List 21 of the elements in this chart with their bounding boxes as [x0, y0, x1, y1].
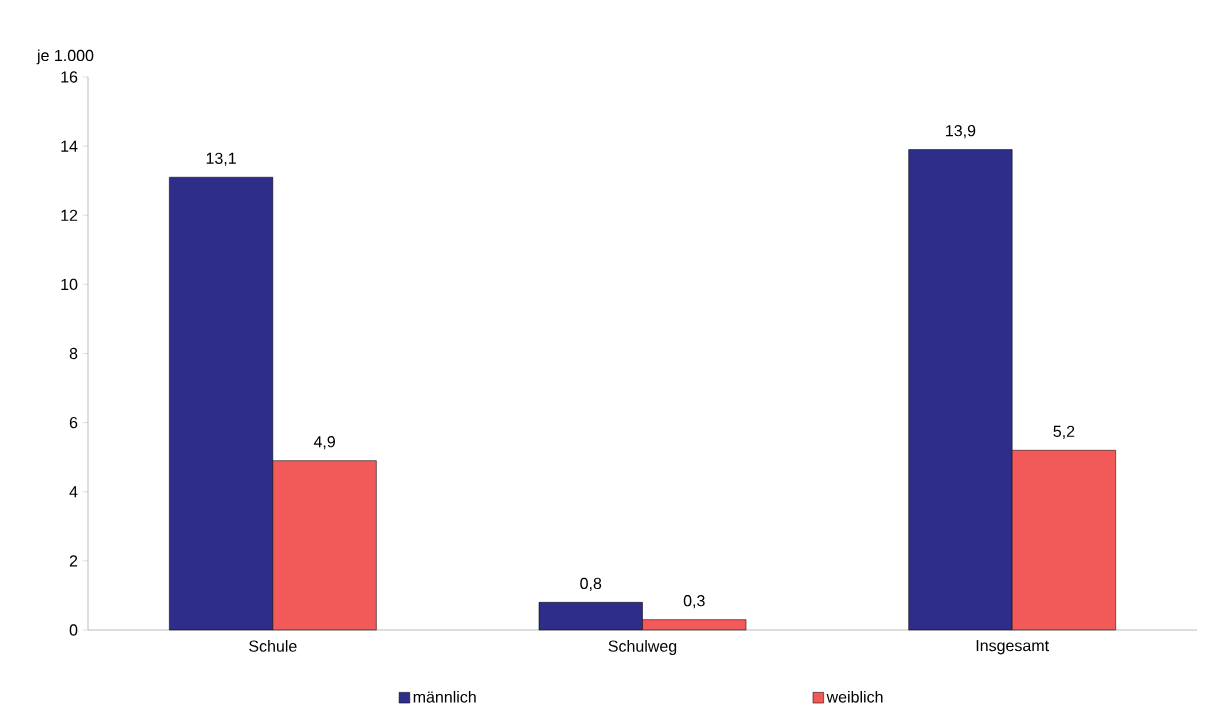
- y-tick-label: 6: [69, 416, 78, 429]
- legend-label: weiblich: [826, 690, 883, 703]
- data-label: 13,1: [206, 152, 236, 166]
- y-tick-label: 16: [61, 71, 78, 83]
- data-label: 0,8: [580, 577, 602, 591]
- y-axis-title: je 1.000: [36, 49, 94, 65]
- data-label: 4,9: [313, 436, 335, 450]
- y-tick-label: 0: [69, 624, 78, 636]
- x-tick-label: Schule: [249, 640, 297, 652]
- data-label: 13,9: [946, 124, 976, 139]
- legend-label: männlich: [413, 690, 476, 703]
- y-tick-label: 8: [69, 347, 78, 360]
- y-tick-label: 14: [61, 140, 78, 152]
- y-tick-label: 4: [69, 486, 78, 498]
- data-label: 0,3: [683, 595, 705, 609]
- x-tick-label: Insgesamt: [976, 640, 1049, 655]
- y-tick-label: 10: [61, 278, 78, 291]
- x-tick-label: Schulweg: [608, 640, 677, 655]
- y-tick-label: 12: [61, 209, 78, 221]
- data-label: 5,2: [1053, 425, 1075, 439]
- y-tick-label: 2: [69, 555, 78, 567]
